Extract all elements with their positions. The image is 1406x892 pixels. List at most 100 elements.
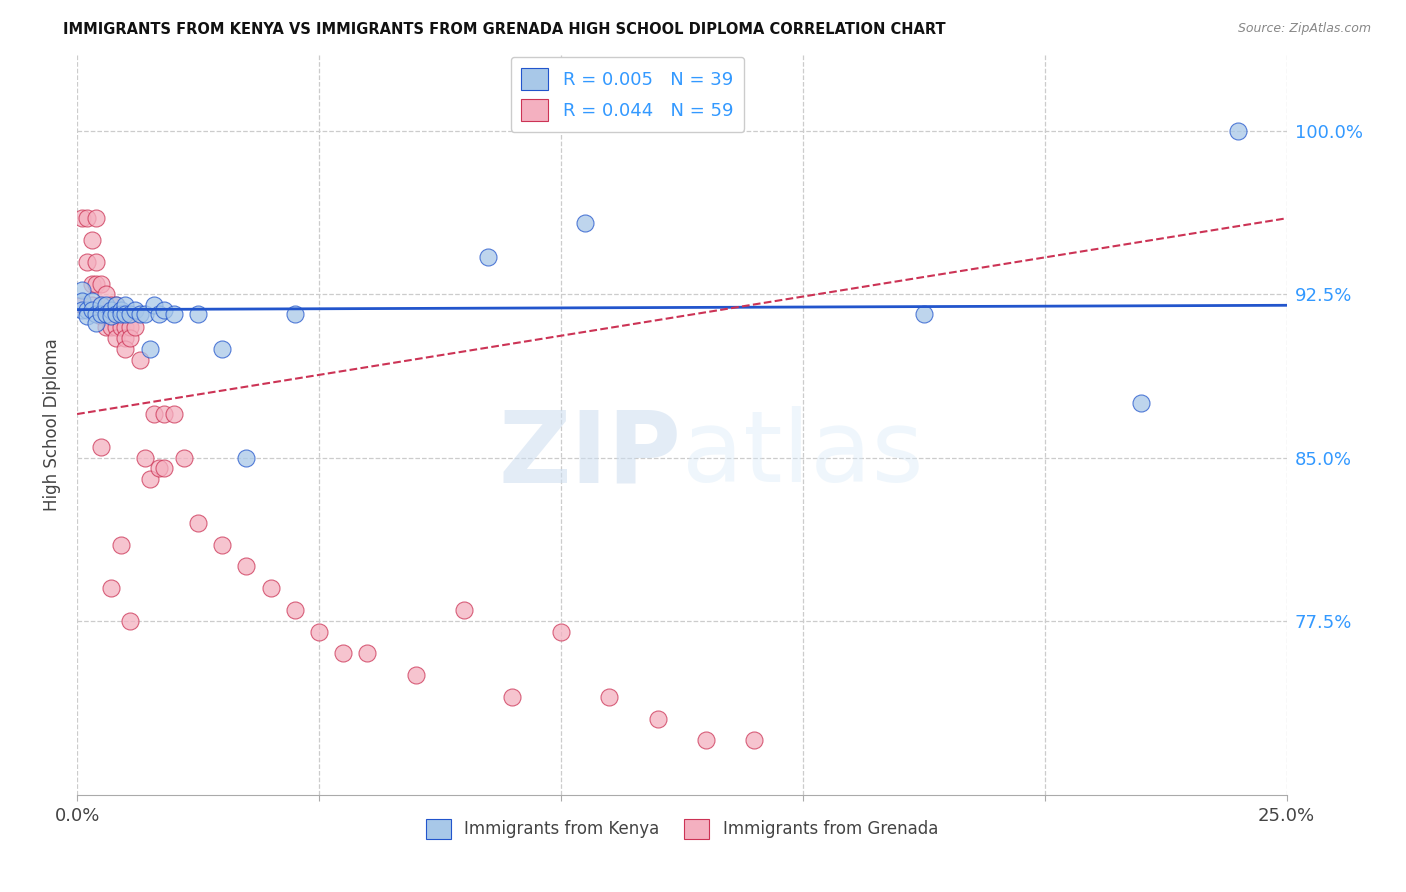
Point <box>86 254 108 268</box>
Point <box>235 559 257 574</box>
Point <box>70 211 93 226</box>
Point <box>308 624 330 639</box>
Point <box>120 320 142 334</box>
Point <box>647 712 669 726</box>
Point <box>76 309 98 323</box>
Point <box>80 302 103 317</box>
Point <box>110 307 132 321</box>
Point <box>148 307 170 321</box>
Point <box>235 450 257 465</box>
Point <box>114 320 136 334</box>
Point <box>138 472 160 486</box>
Point <box>332 646 354 660</box>
Point <box>100 320 122 334</box>
Point <box>405 668 427 682</box>
Point <box>477 251 499 265</box>
Point <box>70 302 93 317</box>
Point <box>134 450 156 465</box>
Point <box>94 287 117 301</box>
Point <box>912 307 935 321</box>
Point <box>100 298 122 312</box>
Point <box>356 646 378 660</box>
Point <box>86 277 108 291</box>
Point <box>94 307 117 321</box>
Point <box>100 309 122 323</box>
Point <box>120 614 142 628</box>
Y-axis label: High School Diploma: High School Diploma <box>44 339 60 511</box>
Point <box>574 216 596 230</box>
Point <box>211 342 233 356</box>
Point <box>1130 396 1153 410</box>
Point <box>90 440 112 454</box>
Point <box>187 307 209 321</box>
Point <box>86 316 108 330</box>
Point <box>90 298 112 312</box>
Text: ZIP: ZIP <box>499 406 682 503</box>
Point <box>114 331 136 345</box>
Point <box>90 309 112 323</box>
Point <box>94 320 117 334</box>
Point <box>100 309 122 323</box>
Point <box>80 293 103 308</box>
Point <box>284 603 307 617</box>
Point <box>86 211 108 226</box>
Point <box>90 277 112 291</box>
Point <box>100 581 122 595</box>
Point <box>104 320 127 334</box>
Point <box>163 407 186 421</box>
Point <box>110 309 132 323</box>
Point <box>104 331 127 345</box>
Point <box>153 461 176 475</box>
Point <box>129 352 152 367</box>
Text: Source: ZipAtlas.com: Source: ZipAtlas.com <box>1237 22 1371 36</box>
Point <box>143 298 166 312</box>
Point <box>134 307 156 321</box>
Point <box>502 690 524 704</box>
Point <box>90 298 112 312</box>
Point <box>110 537 132 551</box>
Point <box>153 407 176 421</box>
Point <box>187 516 209 530</box>
Point <box>104 307 127 321</box>
Point <box>173 450 195 465</box>
Point <box>211 537 233 551</box>
Point <box>70 293 93 308</box>
Point <box>94 298 117 312</box>
Point <box>153 302 176 317</box>
Text: atlas: atlas <box>682 406 924 503</box>
Point <box>143 407 166 421</box>
Point <box>70 283 93 297</box>
Point <box>94 309 117 323</box>
Text: IMMIGRANTS FROM KENYA VS IMMIGRANTS FROM GRENADA HIGH SCHOOL DIPLOMA CORRELATION: IMMIGRANTS FROM KENYA VS IMMIGRANTS FROM… <box>63 22 946 37</box>
Point <box>550 624 572 639</box>
Point <box>120 307 142 321</box>
Point <box>76 302 98 317</box>
Point <box>110 302 132 317</box>
Point <box>70 298 93 312</box>
Point <box>104 298 127 312</box>
Point <box>80 277 103 291</box>
Point <box>110 320 132 334</box>
Point <box>453 603 475 617</box>
Point <box>80 233 103 247</box>
Point <box>163 307 186 321</box>
Point <box>114 298 136 312</box>
Point <box>148 461 170 475</box>
Point <box>259 581 281 595</box>
Point <box>124 302 146 317</box>
Point <box>80 298 103 312</box>
Point <box>284 307 307 321</box>
Point <box>90 307 112 321</box>
Point <box>76 254 98 268</box>
Point <box>76 211 98 226</box>
Point <box>124 320 146 334</box>
Point <box>114 342 136 356</box>
Point <box>120 331 142 345</box>
Point <box>138 342 160 356</box>
Point <box>1227 124 1250 138</box>
Legend: Immigrants from Kenya, Immigrants from Grenada: Immigrants from Kenya, Immigrants from G… <box>419 812 945 846</box>
Point <box>744 733 766 747</box>
Point <box>114 307 136 321</box>
Point <box>86 307 108 321</box>
Point <box>100 302 122 317</box>
